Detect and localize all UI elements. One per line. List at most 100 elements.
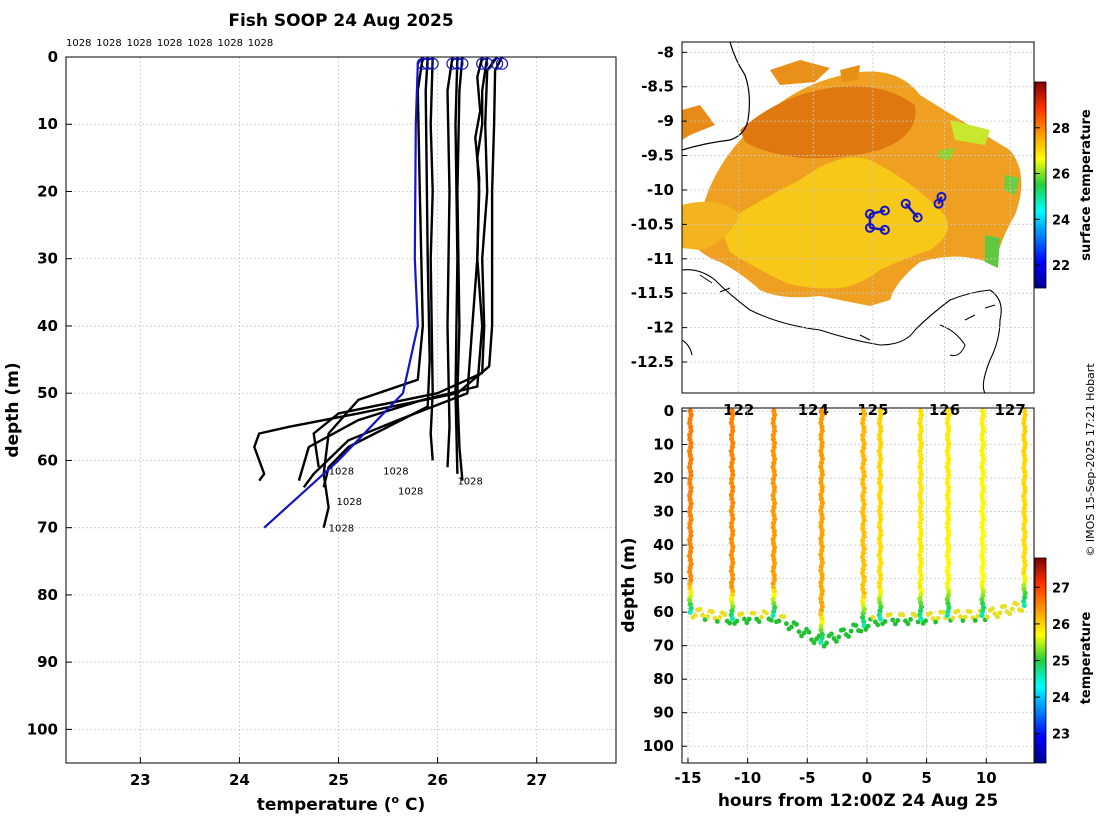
cast-point [944, 436, 951, 442]
section-x-tick-label: -10 [734, 769, 761, 787]
depth-label: 1028 [383, 467, 408, 478]
cast-point [688, 472, 694, 478]
cast-point [945, 572, 952, 578]
cast-point [860, 550, 867, 556]
cast-point [770, 596, 776, 603]
cast-point [860, 582, 866, 588]
cast-point [917, 436, 923, 442]
cast-point [917, 524, 923, 530]
cast-point [878, 604, 884, 610]
cast-point [917, 520, 923, 526]
cast-point [860, 452, 866, 459]
top-label: 1028 [248, 38, 273, 49]
profile-7-line [446, 56, 454, 468]
cast-point [819, 424, 825, 430]
cast-point [979, 476, 985, 482]
cast-point [878, 456, 884, 462]
cast-point [958, 614, 963, 619]
map-lat-label: -12 [647, 319, 674, 337]
cast-point [979, 492, 985, 498]
cast-point [945, 584, 951, 591]
cast-point [967, 609, 973, 615]
cast-point [727, 620, 733, 626]
cast-point [1021, 566, 1027, 572]
cast-point [728, 580, 735, 586]
y-tick-label: 60 [37, 451, 58, 469]
cast-point [860, 408, 866, 414]
y-tick-label: 100 [27, 720, 58, 738]
cast-point [946, 576, 952, 583]
cast-point [878, 528, 884, 534]
cast-point [687, 557, 694, 563]
cast-point [818, 520, 824, 526]
cast-point [992, 611, 998, 617]
cast-point [917, 612, 923, 618]
cast-point [944, 524, 951, 530]
cast-point [861, 485, 867, 491]
cast-point [876, 492, 882, 498]
cast-point [729, 416, 735, 422]
cast-point [860, 541, 866, 548]
cast-point [918, 588, 924, 594]
cast-point [878, 484, 884, 490]
section-y-tick-label: 50 [653, 570, 674, 588]
cast-point [1022, 533, 1028, 540]
cast-section [686, 408, 1028, 649]
cast-point [945, 488, 952, 494]
cast-point [794, 621, 799, 627]
y-tick-label: 50 [37, 384, 58, 402]
surface-temp-colorbar [1034, 81, 1047, 289]
cast-point [945, 564, 951, 570]
cast-point [818, 432, 824, 438]
cast-point [980, 516, 987, 522]
cast-point [918, 604, 925, 610]
cast-point [729, 496, 735, 502]
track-point [864, 222, 875, 233]
cast-point [913, 613, 918, 619]
cast-point [729, 548, 735, 554]
cast-point [860, 493, 866, 499]
cast-point [1022, 590, 1028, 596]
cast-point [861, 456, 867, 463]
cast-point [877, 504, 883, 510]
cast-point [730, 588, 736, 594]
x-tick-label: 27 [526, 771, 547, 789]
y-tick-label: 80 [37, 586, 58, 604]
cast-point [687, 585, 693, 591]
cast-point [918, 560, 925, 566]
cast-point [771, 408, 777, 414]
cast-point [917, 600, 924, 606]
cast-point [890, 617, 896, 623]
cast-point [918, 576, 924, 582]
cast-point [687, 452, 693, 458]
cast-point [945, 452, 951, 458]
cast-point [819, 575, 825, 582]
cast-point [729, 488, 736, 494]
cast-point [861, 606, 867, 612]
cast-point [930, 616, 936, 621]
cast-point [770, 580, 776, 587]
cast-point [818, 524, 824, 530]
cast-point [860, 521, 866, 527]
cast-point [688, 589, 694, 595]
cast-point [688, 456, 694, 462]
cast-point [861, 517, 867, 523]
cast-point [877, 540, 883, 546]
y-tick-label: 20 [37, 182, 58, 200]
colorbar-tick-label: 26 [1052, 618, 1070, 633]
section-y-tick-label: 80 [653, 670, 674, 688]
cast-point [860, 436, 866, 442]
cast-point [710, 609, 715, 615]
cast-point [1021, 448, 1027, 455]
cast-point [900, 612, 906, 618]
top-label: 1028 [157, 38, 182, 49]
cast-point [980, 512, 986, 518]
cast-point [979, 420, 985, 426]
cast-point [860, 497, 866, 503]
cast-point [980, 588, 987, 595]
cast-point [730, 528, 736, 534]
cast-point [729, 408, 735, 414]
cast-point [818, 536, 824, 542]
cast-point [771, 564, 777, 570]
